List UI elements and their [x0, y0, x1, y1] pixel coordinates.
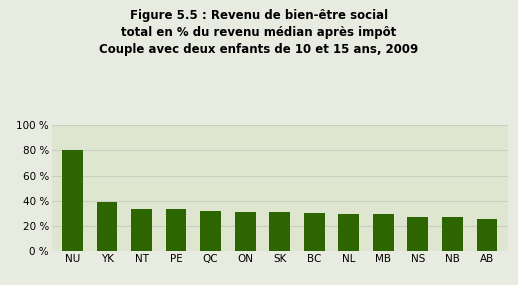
- Bar: [373, 214, 394, 251]
- Bar: [408, 217, 428, 251]
- Bar: [338, 214, 359, 251]
- Bar: [62, 150, 83, 251]
- Bar: [304, 213, 325, 251]
- Bar: [131, 209, 152, 251]
- Bar: [235, 212, 255, 251]
- Bar: [166, 209, 186, 251]
- Bar: [442, 217, 463, 251]
- Bar: [200, 211, 221, 251]
- Text: Figure 5.5 : Revenu de bien-être social
total en % du revenu médian après impôt
: Figure 5.5 : Revenu de bien-être social …: [99, 9, 419, 56]
- Bar: [477, 219, 497, 251]
- Bar: [269, 212, 290, 251]
- Bar: [97, 202, 118, 251]
